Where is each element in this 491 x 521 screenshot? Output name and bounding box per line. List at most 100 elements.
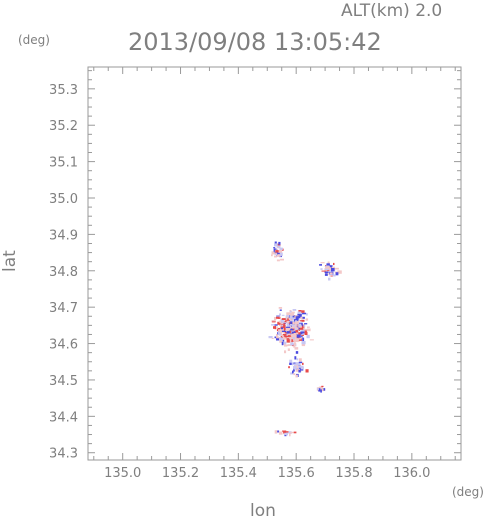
data-point (331, 268, 335, 272)
data-point (298, 367, 302, 369)
data-point (318, 388, 321, 392)
data-point (289, 337, 294, 340)
data-point (293, 431, 297, 434)
data-point (289, 322, 292, 326)
data-point (282, 341, 287, 344)
data-point (287, 318, 290, 321)
data-point (294, 327, 299, 329)
data-point (327, 265, 332, 268)
data-point (329, 275, 332, 277)
data-point (297, 311, 303, 314)
data-point (287, 333, 292, 335)
data-point (284, 431, 289, 433)
data-point (287, 344, 293, 346)
data-point (289, 330, 294, 332)
data-point (281, 314, 285, 316)
data-point (287, 348, 290, 351)
data-point (278, 431, 283, 435)
data-point (321, 270, 326, 272)
data-point (295, 351, 299, 354)
data-point (276, 333, 278, 337)
data-point (335, 267, 339, 270)
data-point (284, 344, 288, 347)
data-point (284, 432, 288, 435)
data-point (271, 320, 276, 322)
y-tick-label: 34.7 (49, 301, 78, 316)
data-point (294, 326, 298, 328)
data-points (268, 241, 342, 437)
data-point (294, 334, 297, 339)
data-point (280, 319, 284, 322)
data-point (290, 324, 293, 326)
data-point (296, 334, 301, 338)
data-point (298, 325, 302, 328)
x-tick-label: 135.0 (104, 466, 141, 481)
data-point (293, 343, 297, 347)
data-point (277, 317, 281, 319)
data-point (279, 247, 283, 251)
data-point (276, 315, 280, 317)
data-point (301, 329, 305, 332)
data-point (332, 274, 336, 277)
data-point (283, 324, 286, 329)
data-point (276, 337, 279, 341)
data-point (296, 358, 299, 361)
data-point (289, 328, 294, 331)
data-point (279, 339, 283, 343)
data-point (271, 254, 273, 257)
data-point (291, 311, 295, 314)
data-point (320, 262, 325, 264)
data-point (292, 344, 295, 347)
data-point (278, 333, 282, 336)
data-point (274, 325, 277, 330)
data-point (292, 320, 294, 323)
data-point (294, 356, 297, 360)
data-point (287, 335, 292, 337)
data-point (307, 326, 310, 328)
data-point (305, 318, 309, 321)
data-point (298, 338, 302, 341)
data-point (274, 324, 278, 326)
data-point (326, 263, 330, 266)
data-point (325, 265, 330, 270)
data-point (268, 336, 273, 339)
data-point (298, 369, 301, 373)
y-tick-label: 34.5 (49, 374, 78, 389)
data-point (297, 315, 302, 319)
data-point (294, 324, 299, 326)
data-point (295, 374, 298, 378)
data-point (281, 330, 286, 332)
data-point (304, 331, 308, 335)
data-point (292, 336, 296, 340)
data-point (288, 339, 293, 343)
data-point (292, 322, 295, 325)
data-point (281, 327, 284, 330)
data-point (276, 326, 278, 330)
data-point (271, 324, 275, 326)
data-point (287, 336, 292, 339)
data-point (321, 385, 324, 388)
data-point (274, 243, 278, 247)
data-point (281, 322, 284, 325)
y-tick-label: 35.0 (49, 192, 78, 207)
y-tick-label: 34.4 (49, 410, 78, 425)
data-point (304, 323, 308, 325)
data-point (281, 321, 286, 323)
data-point (298, 332, 302, 335)
data-point (275, 250, 279, 253)
data-point (286, 324, 291, 327)
data-point (288, 329, 291, 334)
data-point (282, 339, 285, 342)
data-point (301, 319, 305, 322)
data-point (326, 264, 330, 268)
data-point (279, 252, 283, 256)
data-point (278, 307, 283, 309)
data-point (284, 329, 289, 332)
data-point (295, 330, 298, 333)
data-point (274, 317, 277, 320)
data-point (279, 313, 281, 316)
data-point (290, 326, 295, 329)
data-point (278, 320, 281, 323)
data-point (297, 313, 302, 317)
